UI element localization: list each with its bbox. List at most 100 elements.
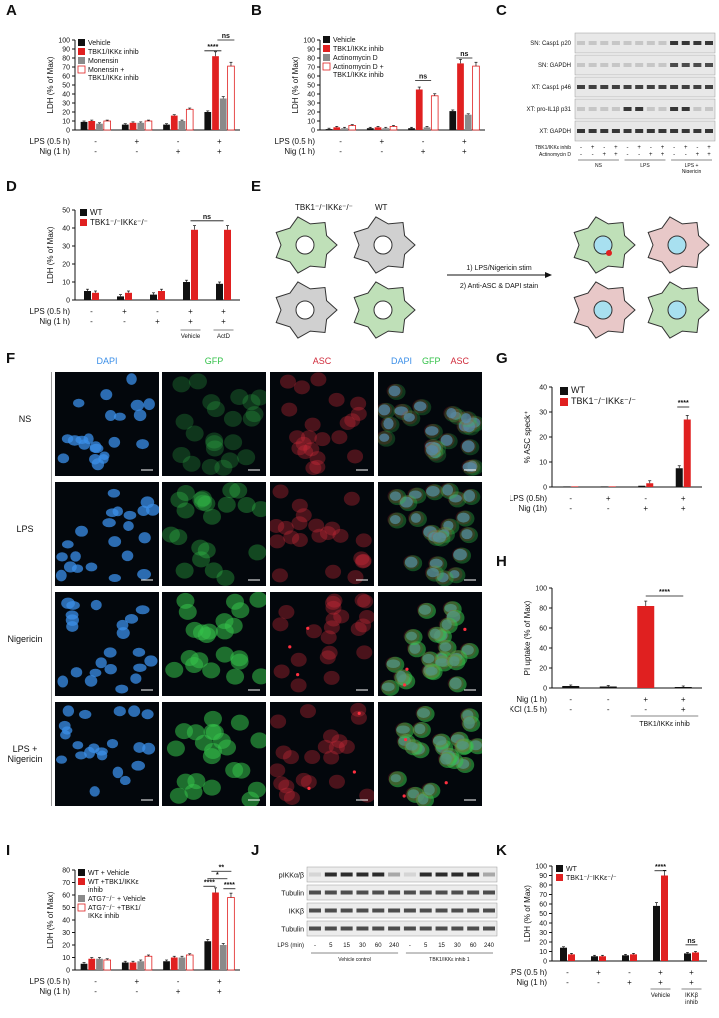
blot-band — [600, 41, 609, 45]
nucleus — [373, 235, 393, 255]
gfp-cell — [217, 496, 236, 513]
bar — [121, 962, 129, 970]
bar — [216, 283, 223, 300]
asc-cell — [325, 600, 342, 615]
legend-label: Vehicle — [88, 40, 111, 47]
asc-cell — [437, 639, 454, 654]
nucleus — [383, 418, 394, 430]
y-tick-label: 40 — [62, 226, 70, 233]
micrograph-tile — [162, 372, 266, 476]
asc-cell — [290, 652, 307, 667]
blot-band — [356, 908, 369, 913]
blot-band — [681, 129, 690, 133]
bar — [683, 419, 691, 487]
legend-label: Monensin — [88, 58, 118, 65]
condition-row-label: LPS + Nigericin — [7, 744, 43, 764]
bar — [591, 956, 598, 961]
bar — [103, 120, 111, 131]
nucleus — [442, 484, 454, 496]
gfp-cell — [425, 443, 444, 460]
bar — [219, 945, 227, 970]
blot-row-label: XT: pro-IL1β p31 — [527, 107, 572, 113]
blot-band — [693, 129, 702, 133]
legend-label: TBK1/IKKε inhib — [88, 75, 139, 82]
condition-value: + — [217, 977, 222, 986]
blot-band — [705, 85, 713, 89]
nucleus — [667, 235, 687, 255]
blot-row-label: SN: Casp1 p20 — [530, 41, 571, 47]
asc-cell — [355, 553, 372, 568]
nucleus — [105, 409, 117, 421]
gfp-cell — [188, 373, 207, 390]
blot-band — [670, 107, 679, 111]
blot-band — [646, 41, 655, 45]
gfp-cell — [169, 787, 188, 804]
significance-label: **** — [204, 879, 215, 886]
nucleus — [373, 300, 393, 320]
blot-band — [356, 872, 369, 877]
blot-band — [705, 129, 713, 133]
nucleus — [404, 556, 418, 568]
blot-band — [588, 107, 597, 111]
gfp-cell — [462, 715, 481, 732]
gfp-cell — [245, 406, 264, 423]
nucleus — [89, 668, 102, 678]
y-tick-label: 20 — [62, 110, 70, 117]
significance-label: ns — [460, 51, 468, 58]
x-axis-label: LPS (min) — [277, 943, 304, 949]
timepoint-label: 240 — [389, 943, 400, 949]
blot-strip — [574, 76, 716, 98]
condition-label: Nig (1 h) — [284, 147, 315, 156]
y-tick-label: 10 — [539, 949, 547, 956]
gfp-cell — [197, 542, 216, 559]
blot-band — [309, 926, 321, 931]
nucleus — [136, 439, 149, 450]
condition-value: + — [627, 978, 632, 987]
y-axis-label: LDH (% of Max) — [46, 891, 55, 948]
condition-value: + — [217, 137, 222, 146]
group-label: TBK1/IKKε inhib 1 — [429, 957, 470, 963]
gfp-cell — [230, 714, 249, 731]
condition-value: - — [644, 705, 647, 714]
micrograph-tile — [378, 702, 482, 806]
nucleus — [410, 513, 422, 523]
nucleus — [61, 540, 74, 549]
nucleus — [112, 766, 124, 779]
panel-letter-g: G — [496, 350, 508, 367]
nucleus — [138, 532, 151, 544]
group-label: NS — [595, 163, 603, 169]
asc-speck — [402, 794, 406, 798]
blot-band — [635, 107, 644, 111]
y-tick-label: 40 — [307, 92, 315, 99]
nucleus — [463, 490, 476, 502]
gfp-cell — [218, 739, 237, 756]
nucleus — [135, 605, 150, 615]
asc-cell — [290, 678, 307, 693]
blot-band — [658, 107, 667, 111]
bar — [212, 56, 219, 131]
blot-band — [419, 926, 432, 931]
asc-cell — [380, 416, 397, 431]
bar — [675, 468, 683, 487]
blot-band — [435, 890, 448, 895]
significance-label: ns — [222, 33, 230, 40]
blot-band — [483, 908, 495, 913]
asc-cell — [393, 669, 410, 684]
blot-band — [467, 908, 480, 913]
nucleus — [143, 398, 155, 411]
y-tick-label: 20 — [539, 940, 547, 947]
y-tick-label: 70 — [62, 880, 70, 887]
micrograph-tile — [55, 592, 159, 696]
condition-value: - — [673, 145, 675, 151]
timepoint-label: - — [409, 943, 411, 949]
gfp-cell — [225, 762, 244, 779]
gfp-cell — [453, 547, 472, 564]
blot-band — [670, 41, 679, 45]
asc-cell — [304, 417, 321, 432]
y-tick-label: 40 — [62, 92, 70, 99]
gfp-cell — [182, 455, 201, 472]
nucleus — [432, 532, 446, 543]
legend-label: TBK1/IKKε inhib — [333, 46, 384, 53]
group-label: LPS — [640, 163, 650, 169]
condition-value: + — [188, 317, 193, 326]
